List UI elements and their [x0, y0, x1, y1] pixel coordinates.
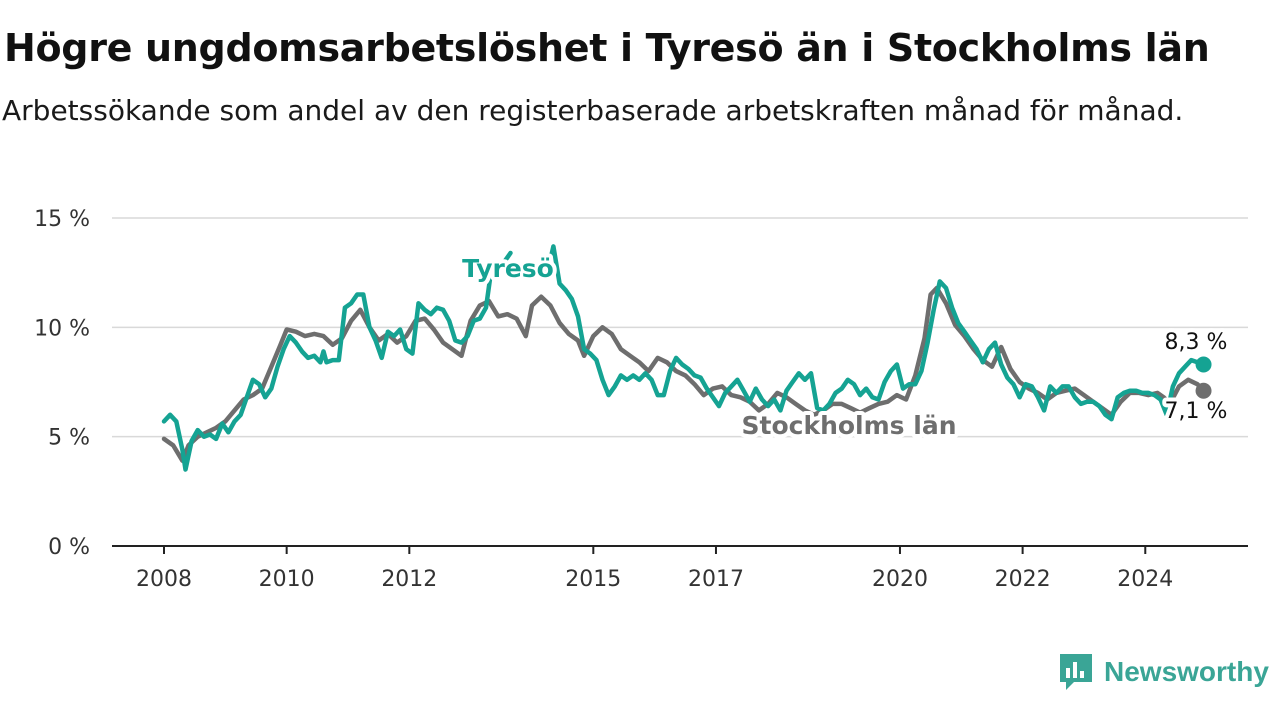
y-tick-label: 0 %	[48, 535, 90, 560]
y-tick-label: 15 %	[34, 207, 90, 232]
x-tick-label: 2020	[872, 567, 928, 592]
series-line-tyreso	[161, 244, 1206, 472]
series-line-stockholms-lan	[161, 285, 1206, 463]
x-tick-label: 2017	[688, 567, 744, 592]
x-tick-label: 2008	[136, 567, 192, 592]
end-point-tyreso	[1195, 356, 1212, 373]
x-tick-label: 2015	[565, 567, 621, 592]
end-label-tyreso-halo: 8,3 %	[1165, 330, 1228, 355]
x-tick-label: 2024	[1117, 567, 1173, 592]
x-tick-label: 2010	[259, 567, 315, 592]
brand-name: Newsworthy	[1104, 656, 1269, 687]
end-label-stockholms-lan-halo: 7,1 %	[1165, 399, 1228, 424]
chart-subtitle: Arbetssökande som andel av den registerb…	[2, 94, 1184, 127]
chart-title: Högre ungdomsarbetslöshet i Tyresö än i …	[4, 26, 1210, 70]
end-point-stockholms-lan	[1195, 382, 1212, 399]
series-label-tyreso: Tyresö	[462, 254, 554, 283]
x-tick-label: 2012	[381, 567, 437, 592]
y-tick-label: 10 %	[34, 316, 90, 341]
y-tick-label: 5 %	[48, 426, 90, 451]
end-label-stockholms-lan: 7,1 %	[1165, 399, 1228, 424]
series-label-tyreso-halo: Tyresö	[462, 254, 554, 283]
x-tick-label: 2022	[995, 567, 1051, 592]
bar-chart-bubble-icon	[1060, 654, 1092, 690]
end-label-tyreso: 8,3 %	[1165, 330, 1228, 355]
series-label-stockholms-lan-halo: Stockholms län	[742, 411, 957, 440]
series-label-stockholms-lan: Stockholms län	[742, 411, 957, 440]
newsworthy-logo: Newsworthy	[1058, 652, 1269, 692]
